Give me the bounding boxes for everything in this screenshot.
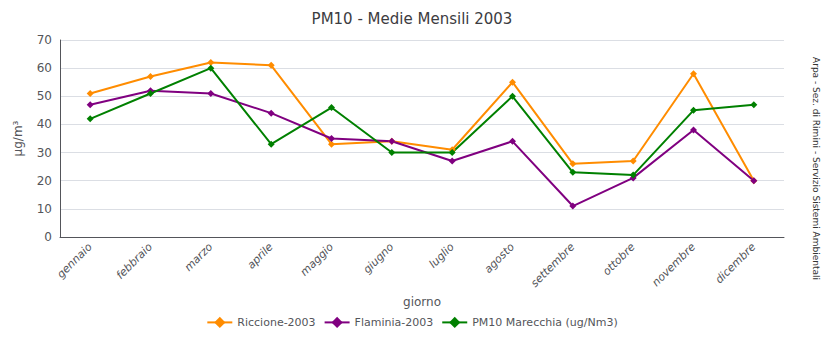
svg-text:novembre: novembre: [649, 240, 698, 289]
svg-text:giorno: giorno: [403, 295, 441, 309]
svg-text:μg/m³: μg/m³: [11, 120, 25, 156]
svg-text:60: 60: [37, 61, 52, 75]
svg-text:Arpa - Sez. di Rimini - Serviz: Arpa - Sez. di Rimini - Servizio Sistemi…: [811, 57, 821, 280]
svg-text:40: 40: [37, 117, 52, 131]
svg-text:dicembre: dicembre: [713, 240, 759, 286]
svg-text:30: 30: [37, 146, 52, 160]
svg-text:febbraio: febbraio: [114, 240, 156, 282]
svg-text:maggio: maggio: [298, 240, 336, 278]
svg-text:settembre: settembre: [528, 240, 578, 290]
svg-text:giugno: giugno: [361, 240, 397, 276]
svg-text:aprile: aprile: [245, 240, 276, 271]
svg-text:PM10 - Medie Mensili 2003: PM10 - Medie Mensili 2003: [312, 10, 513, 28]
svg-text:agosto: agosto: [482, 240, 518, 276]
svg-text:20: 20: [37, 174, 52, 188]
svg-text:0: 0: [44, 230, 52, 244]
svg-text:marzo: marzo: [182, 240, 216, 274]
svg-text:gennaio: gennaio: [54, 240, 95, 281]
svg-text:luglio: luglio: [426, 240, 456, 270]
svg-text:PM10 Marecchia (ug/Nm3): PM10 Marecchia (ug/Nm3): [472, 316, 617, 329]
svg-text:ottobre: ottobre: [600, 240, 638, 278]
svg-text:70: 70: [37, 33, 52, 47]
svg-text:50: 50: [37, 89, 52, 103]
svg-text:Riccione-2003: Riccione-2003: [237, 316, 315, 329]
svg-text:10: 10: [37, 202, 52, 216]
svg-text:Flaminia-2003: Flaminia-2003: [355, 316, 434, 329]
